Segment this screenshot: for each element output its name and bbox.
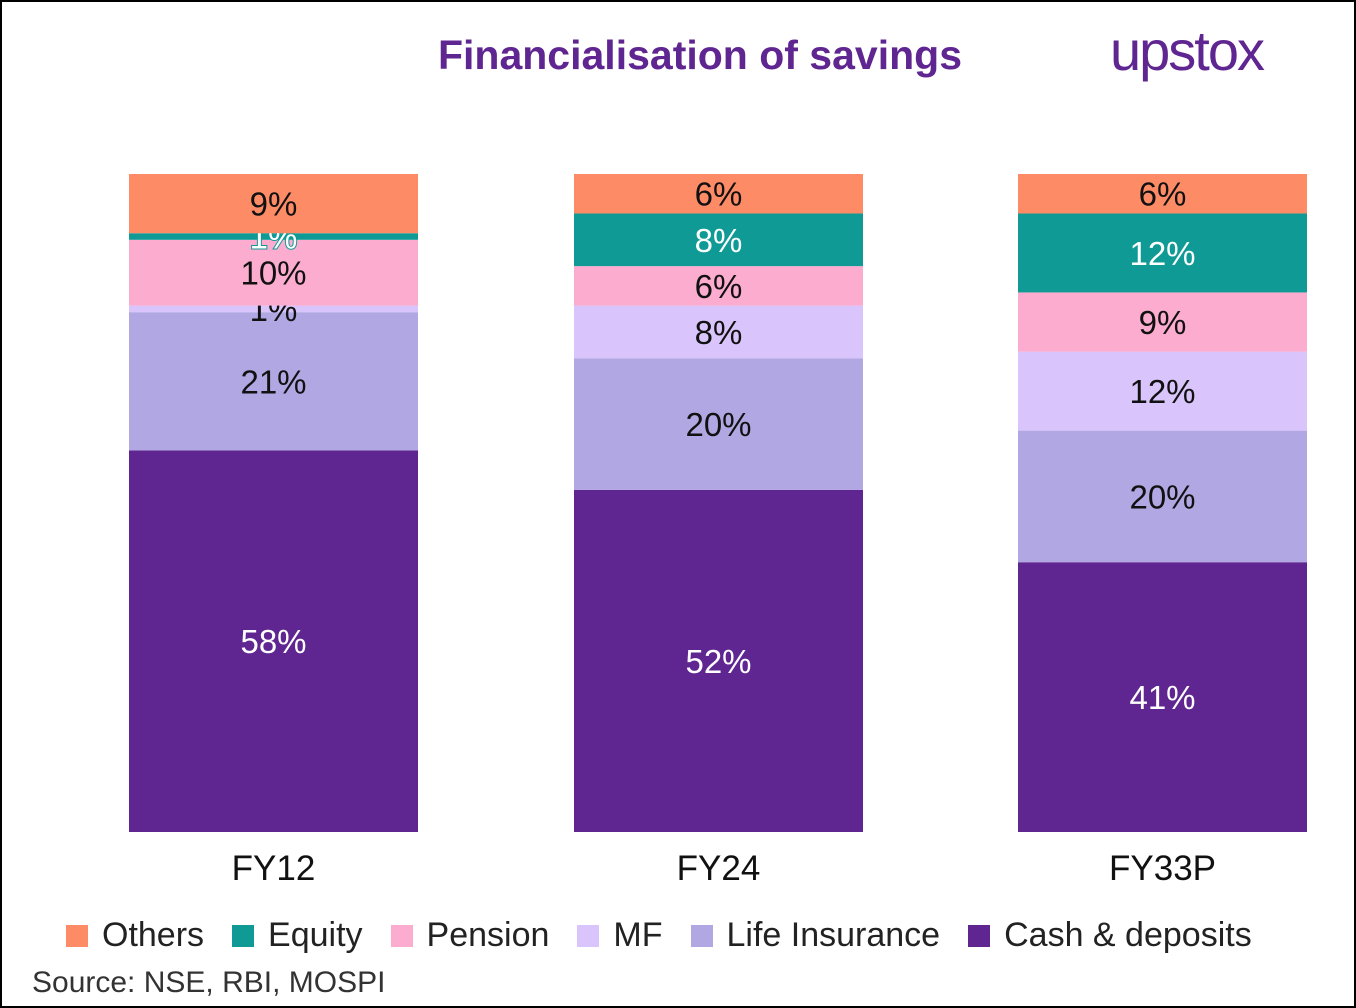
source-note: Source: NSE, RBI, MOSPI: [32, 966, 386, 999]
legend-swatch-life-insurance: [690, 924, 713, 947]
bar-segment-fy24-equity: [574, 213, 863, 267]
legend-item-others: Others: [66, 916, 204, 955]
data-label-fy24-equity: 8%: [695, 222, 743, 259]
data-label-fy33p-cash-and-deposits: 41%: [1129, 679, 1195, 716]
legend-item-life-insurance: Life Insurance: [690, 916, 941, 955]
bar-segment-fy12-life-insurance: [129, 312, 418, 451]
legend-swatch-cash-and-deposits: [968, 924, 991, 947]
data-label-fy33p-equity: 12%: [1129, 235, 1195, 272]
data-label-fy12-others: 9%: [250, 186, 298, 223]
bar-segment-fy24-life-insurance: [574, 358, 863, 490]
legend-swatch-others: [66, 924, 88, 947]
data-label-fy24-others: 6%: [695, 176, 743, 213]
x-tick-fy24: FY24: [677, 849, 761, 888]
bar-segment-fy12-others: [129, 174, 418, 234]
x-tick-fy33p: FY33P: [1109, 849, 1216, 888]
bar-segment-fy33p-pension: [1018, 292, 1307, 352]
x-tick-fy12: FY12: [232, 849, 316, 888]
legend-item-pension: Pension: [390, 916, 550, 955]
bar-segment-fy33p-cash-and-deposits: [1018, 562, 1307, 832]
data-label-fy33p-others: 6%: [1139, 176, 1187, 213]
bar-segment-fy24-mf: [574, 305, 863, 359]
data-label-fy12-cash-and-deposits: 58%: [240, 623, 306, 660]
bar-segment-fy12-equity: [129, 233, 418, 240]
bar-segment-fy12-pension: [129, 239, 418, 306]
bar-segment-fy12-mf: [129, 305, 418, 313]
bar-segment-fy12-cash-and-deposits: [129, 450, 418, 832]
legend-item-mf: MF: [577, 916, 663, 955]
legend-label-pension: Pension: [426, 916, 550, 954]
legend-label-equity: Equity: [268, 916, 363, 954]
legend-item-cash-and-deposits: Cash & deposits: [968, 916, 1252, 955]
bar-segment-fy24-pension: [574, 266, 863, 306]
legend-swatch-mf: [577, 924, 600, 947]
bar-segment-fy33p-equity: [1018, 213, 1307, 293]
legend-label-cash-and-deposits: Cash & deposits: [1004, 916, 1252, 954]
bar-segment-fy33p-mf: [1018, 351, 1307, 431]
data-label-fy12-life-insurance: 21%: [240, 363, 306, 400]
legend-label-life-insurance: Life Insurance: [726, 916, 941, 954]
chart-title: Financialisation of savings: [437, 32, 962, 78]
bar-segment-fy24-cash-and-deposits: [574, 489, 863, 832]
bar-segment-fy24-others: [574, 174, 863, 214]
data-label-fy12-pension: 10%: [240, 255, 306, 292]
bar-segment-fy33p-life-insurance: [1018, 430, 1307, 563]
data-label-fy24-life-insurance: 20%: [685, 406, 751, 443]
upstox-logo: upstox: [1110, 19, 1265, 82]
legend-swatch-equity: [232, 924, 255, 947]
legend: Others Equity Pension MF Life Insurance Cash …: [66, 916, 1280, 955]
data-label-fy24-cash-and-deposits: 52%: [685, 643, 751, 680]
legend-item-equity: Equity: [232, 916, 363, 955]
data-label-fy33p-life-insurance: 20%: [1129, 478, 1195, 515]
legend-label-mf: MF: [613, 916, 663, 954]
legend-label-others: Others: [102, 916, 205, 954]
legend-swatch-pension: [390, 924, 413, 947]
data-label-fy33p-pension: 9%: [1139, 304, 1187, 341]
data-label-fy33p-mf: 12%: [1129, 373, 1195, 410]
data-label-fy24-mf: 8%: [695, 314, 743, 351]
bar-segment-fy33p-others: [1018, 174, 1307, 214]
data-label-fy24-pension: 6%: [695, 268, 743, 305]
